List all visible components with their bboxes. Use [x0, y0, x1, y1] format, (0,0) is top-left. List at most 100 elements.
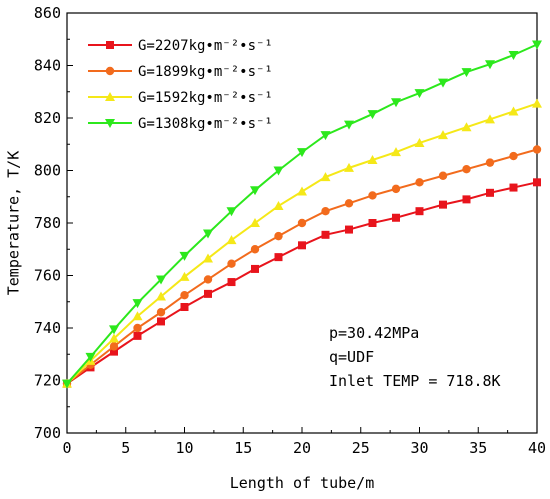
data-point	[227, 259, 236, 268]
data-point	[485, 60, 495, 70]
data-point	[110, 347, 118, 356]
legend-label: G=1592kg•m⁻²•s⁻¹	[138, 90, 273, 106]
data-point	[250, 245, 260, 254]
data-point	[320, 131, 331, 141]
data-point	[179, 251, 190, 261]
x-tick-label: 0	[62, 439, 71, 457]
annotation-text: Inlet TEMP = 718.8K	[329, 372, 501, 390]
data-point	[132, 299, 143, 309]
data-point	[532, 145, 542, 154]
data-point	[226, 207, 237, 217]
data-point	[414, 137, 425, 147]
x-tick-label: 15	[234, 439, 252, 457]
data-point	[203, 275, 213, 284]
data-point	[321, 206, 330, 216]
legend-entry: G=1592kg•m⁻²•s⁻¹	[88, 90, 273, 106]
data-point	[298, 241, 306, 250]
legend-entry: G=2207kg•m⁻²•s⁻¹	[88, 38, 273, 54]
x-axis-label: Length of tube/m	[230, 474, 375, 492]
y-axis-label: Temperature, T/K	[5, 151, 23, 296]
data-point	[532, 98, 542, 108]
data-point	[132, 311, 143, 321]
data-point	[156, 275, 166, 285]
annotation-text: q=UDF	[329, 348, 374, 366]
data-point	[109, 325, 119, 335]
data-point	[180, 290, 189, 300]
data-point	[368, 219, 377, 227]
y-tick-label: 760	[34, 267, 61, 285]
x-tick-label: 10	[175, 439, 193, 457]
data-point	[368, 191, 377, 200]
y-tick-label: 700	[34, 424, 61, 442]
data-point	[297, 218, 307, 228]
data-point	[508, 51, 519, 60]
legend-marker	[106, 41, 114, 49]
data-point	[273, 166, 284, 176]
data-point	[415, 178, 424, 187]
legend-marker	[105, 119, 115, 128]
legend: G=2207kg•m⁻²•s⁻¹ G=1899kg•m⁻²•s⁻¹ G=1592kg…	[88, 38, 273, 132]
y-tick-label: 780	[34, 214, 61, 232]
data-point	[485, 114, 495, 124]
data-point	[461, 122, 472, 132]
data-point	[345, 225, 353, 234]
data-point	[156, 308, 166, 317]
data-point	[367, 110, 378, 120]
data-point	[415, 207, 424, 216]
y-tick-label: 840	[34, 57, 61, 75]
legend-entry: G=1899kg•m⁻²•s⁻¹	[88, 64, 273, 80]
x-tick-label: 30	[410, 439, 428, 457]
data-point	[391, 147, 401, 157]
data-point	[85, 352, 96, 362]
data-point	[485, 158, 495, 167]
y-tick-label: 720	[34, 372, 61, 390]
annotations: p=30.42MPa q=UDF Inlet TEMP = 718.8K	[329, 324, 501, 390]
data-point	[486, 188, 494, 197]
data-point	[392, 213, 400, 222]
y-tick-label: 860	[34, 4, 61, 22]
legend-label: G=2207kg•m⁻²•s⁻¹	[138, 38, 273, 54]
series-4	[62, 40, 542, 389]
data-point	[344, 199, 354, 208]
data-point	[509, 183, 518, 192]
y-tick-label: 820	[34, 109, 61, 127]
data-point	[391, 184, 401, 194]
y-tick-label: 800	[34, 162, 61, 180]
data-point	[203, 253, 213, 263]
data-point	[320, 172, 331, 182]
data-point	[273, 200, 284, 210]
data-point	[533, 178, 541, 187]
data-point	[109, 342, 119, 351]
data-point	[508, 106, 519, 116]
series-2	[62, 145, 542, 388]
series-1	[63, 178, 541, 388]
data-point	[438, 78, 448, 88]
x-tick-label: 25	[352, 439, 370, 457]
data-point	[297, 148, 307, 158]
x-tick-label: 5	[121, 439, 130, 457]
data-point	[251, 264, 259, 273]
x-tick-label: 35	[469, 439, 487, 457]
data-point	[274, 231, 283, 241]
x-tick-label: 40	[528, 439, 546, 457]
data-point	[250, 218, 260, 227]
data-point	[438, 171, 448, 180]
data-point	[367, 155, 378, 164]
data-point	[226, 235, 237, 245]
data-point	[179, 271, 190, 281]
legend-marker	[105, 92, 115, 101]
data-point	[250, 186, 260, 196]
data-point	[344, 120, 354, 130]
data-point	[297, 186, 307, 196]
data-point	[204, 289, 212, 298]
legend-marker	[105, 66, 115, 76]
data-point	[156, 291, 166, 301]
data-point	[227, 278, 236, 287]
data-point	[461, 68, 472, 78]
data-point	[462, 195, 471, 204]
annotation-text: p=30.42MPa	[329, 324, 419, 342]
series-line	[66, 181, 538, 385]
data-point	[133, 323, 142, 333]
series-group	[62, 40, 542, 389]
data-point	[180, 303, 189, 311]
